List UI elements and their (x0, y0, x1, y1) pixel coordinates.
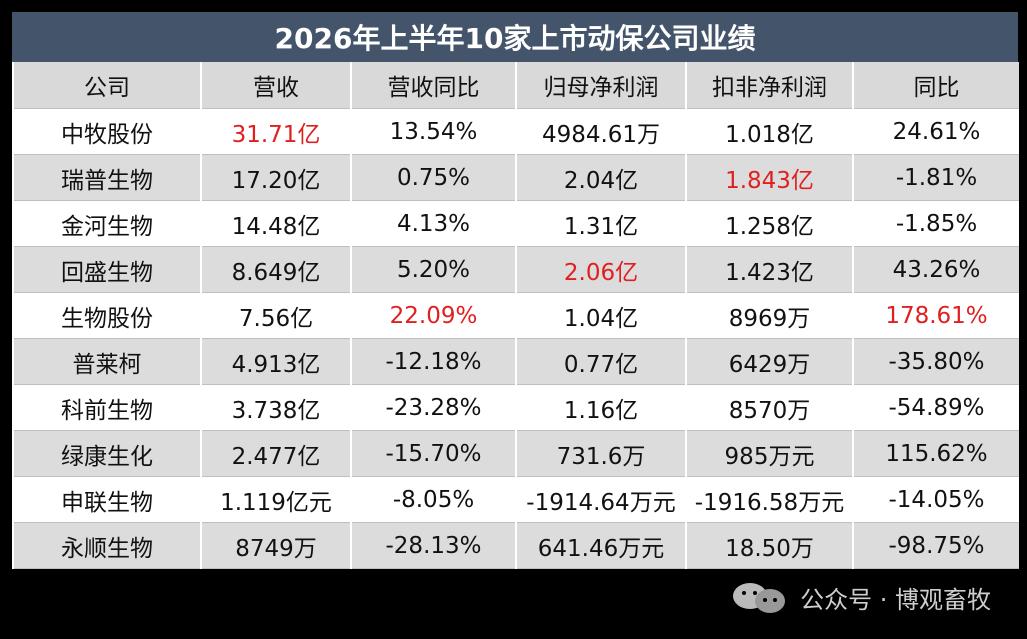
table-cell: 1.423亿 (685, 246, 853, 293)
table-cell: 115.62% (852, 430, 1019, 477)
watermark: 公众号 · 博观畜牧 (730, 580, 991, 615)
table-cell: 回盛生物 (12, 246, 201, 293)
table-row: 回盛生物 8.649亿 5.20% 2.06亿 1.423亿 43.26% (12, 246, 1019, 293)
table-cell: -14.05% (852, 476, 1019, 523)
table-cell: 2.477亿 (200, 430, 351, 477)
table-cell: 0.77亿 (515, 338, 686, 385)
table-cell: 生物股份 (12, 292, 201, 339)
header-row: 公司 营收 营收同比 归母净利润 扣非净利润 同比 (12, 62, 1019, 109)
table-cell: -12.18% (350, 338, 516, 385)
table-cell: 178.61% (852, 292, 1019, 339)
table-cell: 6429万 (685, 338, 853, 385)
table-row: 申联生物 1.119亿元 -8.05% -1914.64万元 -1916.58万元 -14… (12, 476, 1019, 523)
table-cell: -28.13% (350, 522, 516, 569)
table-cell: 绿康生化 (12, 430, 201, 477)
table-cell: 4.913亿 (200, 338, 351, 385)
table-cell: 24.61% (852, 108, 1019, 155)
table-cell: -15.70% (350, 430, 516, 477)
table-cell: -8.05% (350, 476, 516, 523)
table-cell: 1.119亿元 (200, 476, 351, 523)
header-cell: 归母净利润 (515, 62, 686, 109)
table-cell: 1.31亿 (515, 200, 686, 247)
table-cell: 普莱柯 (12, 338, 201, 385)
table-row: 永顺生物 8749万 -28.13% 641.46万元 18.50万 -98.75% (12, 522, 1019, 569)
table-cell: -54.89% (852, 384, 1019, 431)
table-cell: 13.54% (350, 108, 516, 155)
table-row: 绿康生化 2.477亿 -15.70% 731.6万 985万元 115.62% (12, 430, 1019, 477)
table-cell: 5.20% (350, 246, 516, 293)
table-cell: 1.018亿 (685, 108, 853, 155)
table-cell: 8749万 (200, 522, 351, 569)
table-cell: -1914.64万元 (515, 476, 686, 523)
table-row: 生物股份 7.56亿 22.09% 1.04亿 8969万 178.61% (12, 292, 1019, 339)
table-row: 瑞普生物 17.20亿 0.75% 2.04亿 1.843亿 -1.81% (12, 154, 1019, 201)
header-cell: 营收同比 (350, 62, 516, 109)
table-cell: 4984.61万 (515, 108, 686, 155)
table-cell: 2.06亿 (515, 246, 686, 293)
table-cell: 8.649亿 (200, 246, 351, 293)
table-row: 中牧股份 31.71亿 13.54% 4984.61万 1.018亿 24.61% (12, 108, 1019, 155)
table-title: 2026年上半年10家上市动保公司业绩 (12, 12, 1018, 62)
table-cell: -23.28% (350, 384, 516, 431)
table-cell: 8969万 (685, 292, 853, 339)
table-cell: 7.56亿 (200, 292, 351, 339)
table-cell: 瑞普生物 (12, 154, 201, 201)
table-cell: 申联生物 (12, 476, 201, 523)
table-cell: 18.50万 (685, 522, 853, 569)
table-cell: 31.71亿 (200, 108, 351, 155)
table-cell: 731.6万 (515, 430, 686, 477)
table-cell: 14.48亿 (200, 200, 351, 247)
table-cell: 1.258亿 (685, 200, 853, 247)
table-cell: 641.46万元 (515, 522, 686, 569)
table-cell: -1.85% (852, 200, 1019, 247)
wechat-icon (733, 582, 786, 613)
table-cell: -98.75% (852, 522, 1019, 569)
table-row: 科前生物 3.738亿 -23.28% 1.16亿 8570万 -54.89% (12, 384, 1019, 431)
table-cell: 金河生物 (12, 200, 201, 247)
header-cell: 营收 (200, 62, 351, 109)
table-cell: 17.20亿 (200, 154, 351, 201)
table-cell: 4.13% (350, 200, 516, 247)
table: 公司 营收 营收同比 归母净利润 扣非净利润 同比 中牧股份 31.71亿 13.54% 4984… (12, 62, 1019, 569)
watermark-text: 公众号 · 博观畜牧 (800, 586, 991, 614)
table-cell: -1916.58万元 (685, 476, 853, 523)
header-cell: 同比 (852, 62, 1019, 109)
table-cell: 43.26% (852, 246, 1019, 293)
table-row: 普莱柯 4.913亿 -12.18% 0.77亿 6429万 -35.80% (12, 338, 1019, 385)
table-cell: -35.80% (852, 338, 1019, 385)
table-cell: -1.81% (852, 154, 1019, 201)
table-cell: 永顺生物 (12, 522, 201, 569)
table-cell: 8570万 (685, 384, 853, 431)
table-cell: 22.09% (350, 292, 516, 339)
table-cell: 3.738亿 (200, 384, 351, 431)
table-cell: 2.04亿 (515, 154, 686, 201)
table-cell: 1.843亿 (685, 154, 853, 201)
header-cell: 公司 (12, 62, 201, 109)
table-cell: 1.04亿 (515, 292, 686, 339)
table-cell: 科前生物 (12, 384, 201, 431)
header-cell: 扣非净利润 (685, 62, 853, 109)
table-row: 金河生物 14.48亿 4.13% 1.31亿 1.258亿 -1.85% (12, 200, 1019, 247)
table-cell: 0.75% (350, 154, 516, 201)
table-cell: 1.16亿 (515, 384, 686, 431)
table-cell: 中牧股份 (12, 108, 201, 155)
table-cell: 985万元 (685, 430, 853, 477)
